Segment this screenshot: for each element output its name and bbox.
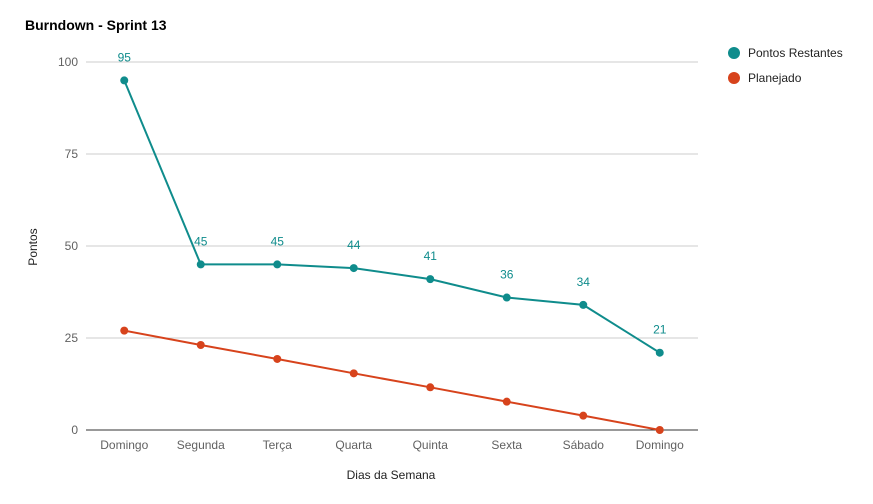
data-label: 41 bbox=[424, 249, 438, 263]
x-axis-ticks: Domingo Segunda Terça Quarta Quinta Sexta Sába… bbox=[100, 438, 684, 452]
x-tick-label: Segunda bbox=[177, 438, 225, 452]
data-point bbox=[273, 354, 282, 363]
y-tick-label: 100 bbox=[58, 55, 78, 69]
data-label: 36 bbox=[500, 268, 514, 282]
x-tick-label: Domingo bbox=[636, 438, 684, 452]
x-tick-label: Terça bbox=[263, 438, 293, 452]
data-point bbox=[426, 275, 435, 284]
y-axis-ticks: 0 25 50 75 100 bbox=[58, 55, 78, 437]
data-label: 34 bbox=[577, 275, 591, 289]
data-point bbox=[196, 340, 205, 349]
data-point bbox=[349, 264, 358, 273]
y-tick-label: 50 bbox=[65, 239, 79, 253]
data-label: 45 bbox=[271, 234, 285, 248]
series-1 bbox=[120, 326, 664, 434]
data-point bbox=[273, 260, 282, 269]
data-point bbox=[655, 348, 664, 357]
legend: Pontos Restantes Planejado bbox=[728, 46, 843, 85]
legend-item: Planejado bbox=[728, 71, 802, 85]
legend-marker bbox=[728, 72, 740, 84]
data-point bbox=[579, 300, 588, 309]
legend-marker bbox=[728, 47, 740, 59]
gridlines bbox=[86, 61, 698, 431]
data-point bbox=[502, 397, 511, 406]
series-layer: 95 45 45 44 41 36 34 21 bbox=[118, 50, 667, 434]
data-point bbox=[196, 260, 205, 269]
x-tick-label: Domingo bbox=[100, 438, 148, 452]
data-label: 45 bbox=[194, 234, 208, 248]
series-0: 95 45 45 44 41 36 34 21 bbox=[118, 50, 667, 357]
y-axis-title: Pontos bbox=[26, 228, 40, 265]
data-point bbox=[349, 369, 358, 378]
data-point bbox=[579, 411, 588, 420]
data-label: 21 bbox=[653, 323, 667, 337]
x-tick-label: Quinta bbox=[413, 438, 449, 452]
chart-title: Burndown - Sprint 13 bbox=[25, 17, 167, 33]
x-axis-title: Dias da Semana bbox=[347, 468, 436, 482]
legend-item: Pontos Restantes bbox=[728, 46, 843, 60]
data-point bbox=[426, 383, 435, 392]
data-point bbox=[502, 293, 511, 302]
legend-label: Pontos Restantes bbox=[748, 46, 843, 60]
legend-label: Planejado bbox=[748, 71, 802, 85]
data-label: 95 bbox=[118, 50, 132, 64]
y-tick-label: 0 bbox=[71, 423, 78, 437]
data-point bbox=[120, 326, 129, 335]
data-label: 44 bbox=[347, 238, 361, 252]
data-point bbox=[655, 426, 664, 434]
series-line bbox=[124, 329, 660, 431]
x-tick-label: Quarta bbox=[335, 438, 372, 452]
y-tick-label: 25 bbox=[65, 331, 79, 345]
x-tick-label: Sexta bbox=[491, 438, 522, 452]
series-line bbox=[123, 80, 661, 354]
data-point bbox=[120, 76, 129, 85]
x-tick-label: Sábado bbox=[563, 438, 605, 452]
y-tick-label: 75 bbox=[65, 147, 79, 161]
